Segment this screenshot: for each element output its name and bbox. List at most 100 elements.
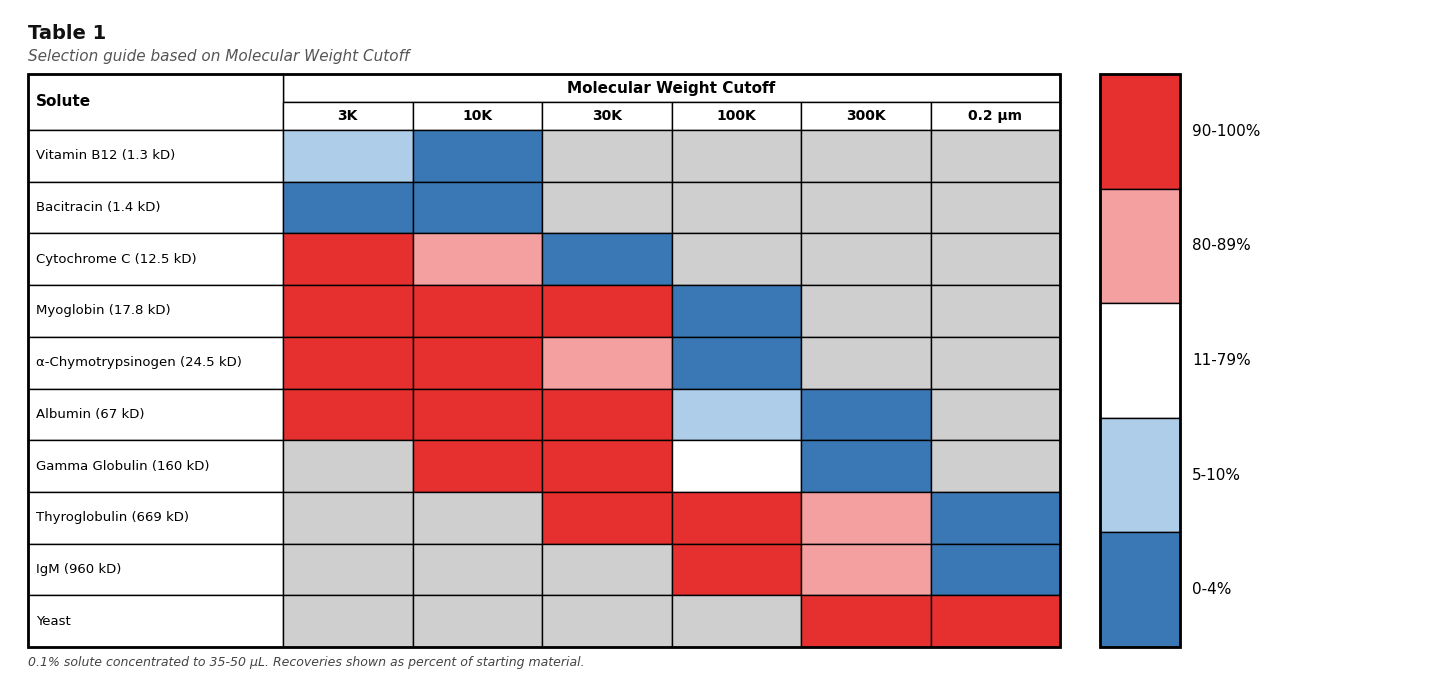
Bar	[282, 492, 413, 544]
Bar	[413, 102, 542, 130]
Bar	[802, 285, 931, 337]
Bar	[542, 102, 671, 130]
Bar	[29, 285, 282, 337]
Bar	[931, 440, 1060, 492]
Bar	[282, 337, 413, 389]
Bar	[802, 233, 931, 285]
Bar	[931, 596, 1060, 647]
Bar	[282, 130, 413, 182]
Text: Selection guide based on Molecular Weight Cutoff: Selection guide based on Molecular Weigh…	[29, 49, 409, 64]
Bar	[282, 596, 413, 647]
Bar	[29, 492, 282, 544]
Bar	[931, 130, 1060, 182]
Bar	[29, 74, 1060, 647]
Bar	[413, 596, 542, 647]
Bar	[931, 337, 1060, 389]
Text: 90-100%: 90-100%	[1192, 124, 1260, 139]
Bar	[931, 233, 1060, 285]
Bar	[282, 544, 413, 596]
Bar	[282, 285, 413, 337]
Text: Albumin (67 kD): Albumin (67 kD)	[36, 408, 145, 421]
Text: α-Chymotrypsinogen (24.5 kD): α-Chymotrypsinogen (24.5 kD)	[36, 356, 242, 369]
Text: 5-10%: 5-10%	[1192, 468, 1240, 482]
Bar	[1100, 74, 1180, 189]
Bar	[802, 337, 931, 389]
Bar	[29, 596, 282, 647]
Text: 0.2 μm: 0.2 μm	[968, 109, 1022, 123]
Bar	[282, 102, 413, 130]
Bar	[802, 440, 931, 492]
Bar	[282, 74, 1060, 102]
Text: 0.1% solute concentrated to 35-50 μL. Recoveries shown as percent of starting ma: 0.1% solute concentrated to 35-50 μL. Re…	[29, 656, 585, 669]
Bar	[29, 544, 282, 596]
Text: Bacitracin (1.4 kD): Bacitracin (1.4 kD)	[36, 201, 161, 214]
Bar	[282, 233, 413, 285]
Bar	[671, 440, 802, 492]
Bar	[1100, 303, 1180, 418]
Text: 0-4%: 0-4%	[1192, 582, 1232, 597]
Bar	[413, 492, 542, 544]
Bar	[542, 130, 671, 182]
Bar	[413, 182, 542, 233]
Bar	[542, 596, 671, 647]
Bar	[542, 337, 671, 389]
Bar	[282, 389, 413, 440]
Bar	[542, 544, 671, 596]
Text: 3K: 3K	[337, 109, 358, 123]
Bar	[29, 182, 282, 233]
Bar	[671, 389, 802, 440]
Bar	[931, 544, 1060, 596]
Text: IgM (960 kD): IgM (960 kD)	[36, 563, 122, 576]
Text: Vitamin B12 (1.3 kD): Vitamin B12 (1.3 kD)	[36, 150, 175, 162]
Bar	[413, 285, 542, 337]
Bar	[413, 544, 542, 596]
Bar	[802, 389, 931, 440]
Text: Gamma Globulin (160 kD): Gamma Globulin (160 kD)	[36, 459, 209, 473]
Bar	[671, 492, 802, 544]
Bar	[1100, 189, 1180, 303]
Bar	[1100, 74, 1180, 647]
Text: Yeast: Yeast	[36, 614, 70, 628]
Bar	[29, 389, 282, 440]
Bar	[413, 440, 542, 492]
Bar	[802, 544, 931, 596]
Bar	[671, 130, 802, 182]
Bar	[282, 182, 413, 233]
Text: Cytochrome C (12.5 kD): Cytochrome C (12.5 kD)	[36, 253, 196, 266]
Bar	[542, 389, 671, 440]
Bar	[671, 233, 802, 285]
Text: Molecular Weight Cutoff: Molecular Weight Cutoff	[568, 80, 776, 96]
Bar	[931, 492, 1060, 544]
Bar	[542, 492, 671, 544]
Bar	[29, 130, 282, 182]
Text: 100K: 100K	[717, 109, 756, 123]
Bar	[802, 492, 931, 544]
Bar	[542, 440, 671, 492]
Bar	[413, 337, 542, 389]
Bar	[29, 74, 282, 130]
Bar	[671, 544, 802, 596]
Bar	[671, 596, 802, 647]
Bar	[413, 233, 542, 285]
Text: Myoglobin (17.8 kD): Myoglobin (17.8 kD)	[36, 305, 171, 317]
Bar	[802, 130, 931, 182]
Bar	[1100, 418, 1180, 533]
Bar	[671, 285, 802, 337]
Text: 80-89%: 80-89%	[1192, 238, 1250, 254]
Bar	[931, 389, 1060, 440]
Bar	[29, 233, 282, 285]
Bar	[671, 102, 802, 130]
Text: Table 1: Table 1	[29, 24, 106, 43]
Bar	[542, 233, 671, 285]
Bar	[802, 182, 931, 233]
Bar	[931, 102, 1060, 130]
Text: 11-79%: 11-79%	[1192, 353, 1250, 368]
Text: 30K: 30K	[592, 109, 622, 123]
Bar	[931, 182, 1060, 233]
Text: 300K: 300K	[846, 109, 886, 123]
Bar	[931, 285, 1060, 337]
Text: Thyroglobulin (669 kD): Thyroglobulin (669 kD)	[36, 511, 189, 524]
Bar	[802, 596, 931, 647]
Bar	[1100, 533, 1180, 647]
Bar	[282, 440, 413, 492]
